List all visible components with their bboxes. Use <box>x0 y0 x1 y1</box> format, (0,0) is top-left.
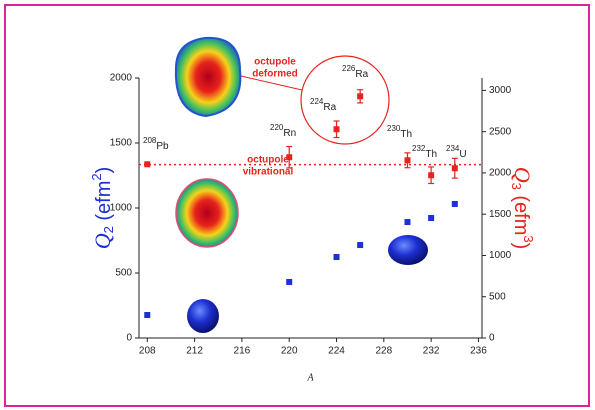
spherical-ball <box>187 299 219 333</box>
annotation: vibrational <box>243 167 294 178</box>
ylabel-title: Q2 (efm2) <box>89 167 116 250</box>
nuclide-label: 232Th <box>412 144 437 160</box>
x-tick-label: 208 <box>139 346 156 357</box>
y-tick-label: 1000 <box>110 203 133 214</box>
element-symbol: Th <box>400 129 412 140</box>
point <box>404 157 411 164</box>
axis-title-part: Q <box>510 167 535 183</box>
inset-circle <box>300 55 390 145</box>
element-symbol: Ra <box>355 69 368 80</box>
axis-title-part: 2 <box>89 173 104 180</box>
nuclide-label: 224Ra <box>310 97 337 113</box>
inset-pointer <box>240 75 303 91</box>
axis-title-part: 2 <box>101 226 116 233</box>
x-tick-label: 220 <box>281 346 298 357</box>
point <box>357 242 364 249</box>
mass-number: 208 <box>143 136 157 145</box>
annotation: octupole <box>247 155 289 166</box>
element-symbol: Rn <box>283 128 296 139</box>
nuclide-label: 208Pb <box>143 136 169 152</box>
y2-tick-label: 2500 <box>489 126 512 137</box>
element-symbol: U <box>459 149 466 160</box>
point <box>428 215 435 222</box>
element-symbol: Th <box>425 149 437 160</box>
x-axis-title: A <box>306 372 314 383</box>
y2-tick-label: 0 <box>489 333 495 344</box>
axis-title-part: 3 <box>521 235 536 242</box>
frame <box>4 4 590 407</box>
point <box>451 165 458 172</box>
y2-tick-label: 2000 <box>489 168 512 179</box>
annotation: deformed <box>252 69 298 80</box>
point <box>333 254 340 261</box>
point <box>144 161 151 168</box>
nuclide-label: 234U <box>446 144 467 160</box>
nuclide-label: 220Rn <box>270 123 296 139</box>
axis-title-part: (efm <box>510 190 532 236</box>
x-tick-label: 232 <box>423 346 440 357</box>
x-tick-label: 228 <box>375 346 392 357</box>
x-tick-label: 224 <box>328 346 345 357</box>
y-tick-label: 2000 <box>110 73 133 84</box>
point <box>333 126 340 133</box>
y2-tick-label: 1500 <box>489 209 512 220</box>
mass-number: 230 <box>387 124 401 133</box>
axis-title-part: ) <box>510 243 532 250</box>
axis-title-part: Q <box>90 233 115 249</box>
axis-title-part: ) <box>93 167 115 174</box>
deformed-nucleus <box>174 36 242 118</box>
nuclide-label: 230Th <box>387 124 412 140</box>
point <box>357 93 364 100</box>
y-tick-label: 0 <box>126 333 132 344</box>
y2-tick-label: 500 <box>489 291 506 302</box>
element-symbol: Ra <box>323 102 336 113</box>
point <box>428 172 435 179</box>
point <box>404 219 411 226</box>
point <box>286 278 293 285</box>
annotation: octupole <box>254 57 296 68</box>
y2-tick-label: 3000 <box>489 85 512 96</box>
mass-number: 234 <box>446 144 460 153</box>
axis-title-part: 3 <box>509 183 524 190</box>
deformed-ball <box>388 235 428 265</box>
axis-title-part: (efm <box>93 181 115 227</box>
x-tick-label: 212 <box>186 346 203 357</box>
y-tick-label: 500 <box>115 268 132 279</box>
y-tick-label: 1500 <box>110 138 133 149</box>
element-symbol: Pb <box>156 141 169 152</box>
mass-number: 232 <box>412 144 426 153</box>
point <box>286 154 293 161</box>
point <box>451 200 458 207</box>
y2-tick-label: 1000 <box>489 250 512 261</box>
x-tick-label: 216 <box>234 346 251 357</box>
mass-number: 220 <box>270 123 284 132</box>
x-tick-label: 236 <box>470 346 487 357</box>
y2label-title: Q3 (efm3) <box>509 167 536 250</box>
mass-number: 224 <box>310 97 324 106</box>
vibrational-nucleus <box>175 178 239 248</box>
mass-number: 226 <box>342 64 356 73</box>
point <box>144 311 151 318</box>
nuclide-label: 226Ra <box>342 64 369 80</box>
